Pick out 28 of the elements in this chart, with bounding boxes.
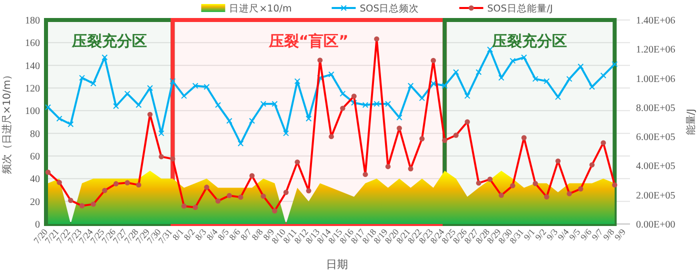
legend-label: SOS日总能量/J [487,2,553,14]
y2-tick-label: 1.20E+06 [636,44,676,56]
y-tick-label: 40 [30,174,40,186]
y-tick-label: 100 [25,106,40,118]
y2-axis-title: 能量/J [685,108,697,136]
y2-tick-label: 1.00E+06 [636,74,676,85]
y2-tick-label: 6.00E+05 [636,132,676,144]
y2-tick-label: 0.00E+00 [636,220,676,230]
band-label: 压裂充分区 [491,32,568,50]
y-tick-label: 120 [25,84,40,94]
y-tick-label: 80 [30,128,40,140]
legend-label: 日进尺×10/m [229,2,292,14]
y-tick-label: 140 [25,60,40,72]
band-label: 压裂充分区 [70,32,147,50]
y2-tick-label: 1.40E+06 [636,16,676,26]
y-tick-label: 20 [30,196,40,208]
legend-label: SOS日总频次 [360,2,420,14]
y-tick-label: 0 [35,220,40,230]
y2-tick-label: 2.00E+05 [636,190,676,202]
x-tick-label: 8/2 [182,226,197,242]
band-label: 压裂“盲区” [268,32,349,50]
y-tick-label: 60 [30,152,40,162]
y-tick-label: 180 [25,16,40,26]
y2-tick-label: 4.00E+05 [636,161,676,172]
y-axis-title: 频次（日进尺×10/m） [1,70,13,174]
y2-tick-label: 8.00E+05 [636,102,676,114]
x-axis-title: 日期 [326,258,348,271]
y-tick-label: 160 [25,38,40,50]
